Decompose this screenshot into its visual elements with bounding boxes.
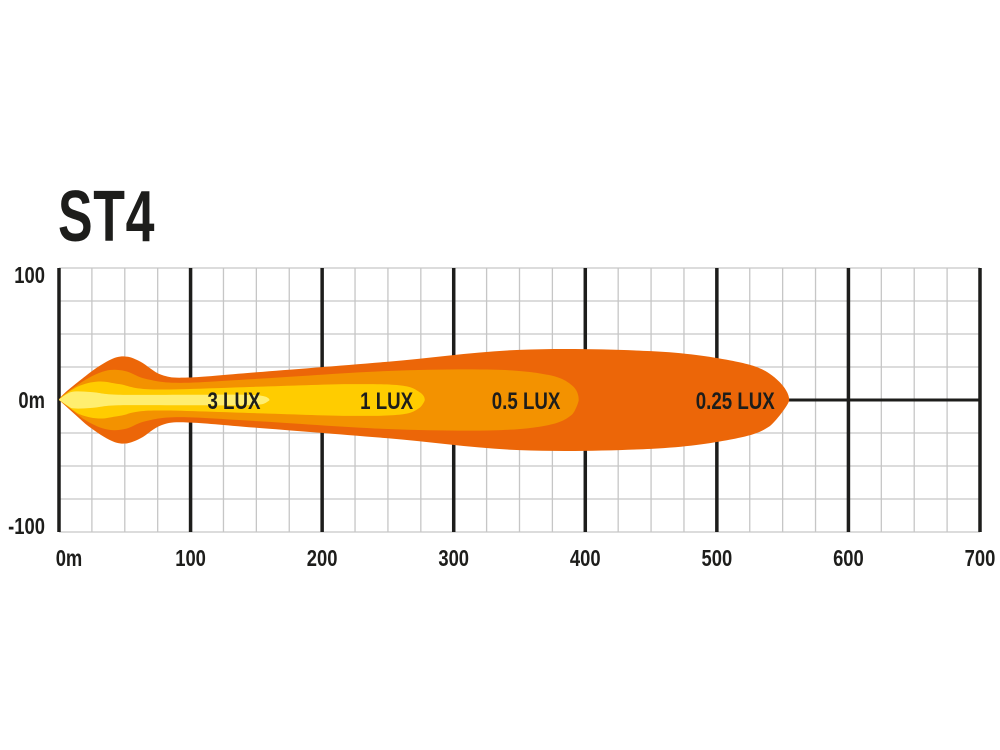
- y-tick-label: -100: [8, 514, 45, 539]
- contour-label: 0.25 LUX: [696, 388, 776, 415]
- contour-label: 0.5 LUX: [492, 388, 561, 415]
- x-tick-label: 700: [965, 546, 996, 571]
- contour-label: 1 LUX: [360, 388, 414, 415]
- x-tick-label: 600: [833, 546, 864, 571]
- x-tick-label: 400: [570, 546, 601, 571]
- x-tick-label: 300: [438, 546, 469, 571]
- contour-label: 3 LUX: [207, 388, 261, 415]
- x-tick-label: 0m: [56, 546, 83, 571]
- y-tick-label: 100: [14, 263, 45, 288]
- y-tick-label: 0m: [18, 388, 45, 413]
- chart-title: ST4: [58, 177, 156, 257]
- contour-3-lux: [59, 391, 270, 409]
- x-tick-label: 100: [175, 546, 206, 571]
- x-tick-label: 200: [307, 546, 338, 571]
- x-tick-label: 500: [702, 546, 733, 571]
